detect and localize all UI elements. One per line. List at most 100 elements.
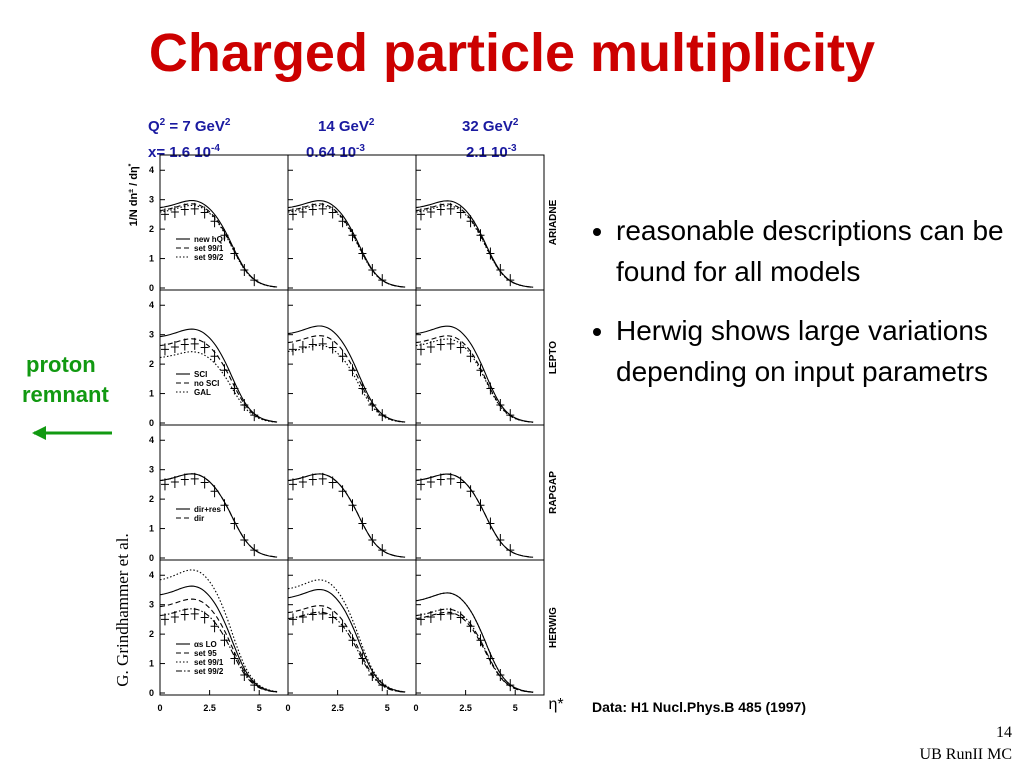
data-cross xyxy=(496,533,505,546)
data-cross xyxy=(426,206,435,219)
curve xyxy=(287,579,406,693)
data-cross xyxy=(328,611,337,624)
data-cross xyxy=(288,478,297,491)
legend-label: no SCI xyxy=(194,379,219,388)
data-cross xyxy=(220,229,229,242)
data-cross xyxy=(496,398,505,411)
curve xyxy=(159,338,278,423)
data-cross xyxy=(240,263,249,276)
data-cross xyxy=(416,478,425,491)
data-cross xyxy=(298,611,307,624)
curve xyxy=(415,473,534,558)
credit: G. Grindhammer et al. xyxy=(113,533,132,686)
y-tick-label: 0 xyxy=(149,553,154,563)
curve xyxy=(159,328,278,423)
data-cross xyxy=(318,607,327,620)
data-cross xyxy=(368,533,377,546)
data-cross xyxy=(466,485,475,498)
text: 14 GeV xyxy=(318,118,369,135)
bullet-list: reasonable descriptions can be found for… xyxy=(586,210,1024,410)
curve xyxy=(415,611,534,693)
data-cross xyxy=(240,533,249,546)
data-cross xyxy=(446,472,455,485)
panel xyxy=(287,289,417,426)
curve xyxy=(159,569,278,693)
data-cross xyxy=(348,499,357,512)
data-cross xyxy=(250,274,259,287)
data-cross xyxy=(170,206,179,219)
model-label: HERWIG xyxy=(548,607,559,648)
curve xyxy=(159,473,278,558)
curve xyxy=(159,473,278,558)
curve xyxy=(415,338,534,423)
y-tick-label: 4 xyxy=(149,300,154,310)
data-cross xyxy=(308,203,317,216)
bullet: reasonable descriptions can be found for… xyxy=(616,210,1024,292)
data-cross xyxy=(230,652,239,665)
data-cross xyxy=(476,634,485,647)
x-tick-label: 0 xyxy=(285,703,290,713)
data-cross xyxy=(160,613,169,626)
data-cross xyxy=(250,679,259,692)
text: 0.64 10 xyxy=(306,144,357,161)
data-cross xyxy=(378,409,387,422)
curve xyxy=(415,200,534,288)
y-tick-label: 2 xyxy=(149,629,154,639)
data-cross xyxy=(220,364,229,377)
y-tick-label: 2 xyxy=(149,359,154,369)
data-cross xyxy=(298,341,307,354)
data-cross xyxy=(446,202,455,215)
data-cross xyxy=(358,382,367,395)
text: 2 xyxy=(368,117,375,128)
data-cross xyxy=(338,350,347,363)
text: 2 xyxy=(159,117,166,128)
data-cross xyxy=(456,206,465,219)
data-cross xyxy=(210,485,219,498)
y-tick-label: 4 xyxy=(149,165,154,175)
data-cross xyxy=(496,263,505,276)
data-cross xyxy=(200,341,209,354)
legend-label: set 99/2 xyxy=(194,667,224,676)
y-tick-label: 2 xyxy=(149,494,154,504)
page-number: 14 xyxy=(996,724,1012,741)
data-cross xyxy=(456,341,465,354)
data-cross xyxy=(506,409,515,422)
data-cross xyxy=(250,544,259,557)
x-tick-label: 2.5 xyxy=(459,703,472,713)
data-cross xyxy=(170,476,179,489)
curve xyxy=(415,205,534,288)
data-cross xyxy=(180,473,189,486)
text: x= 1.6 10 xyxy=(148,144,211,161)
text: 2 xyxy=(512,117,519,128)
data-cross xyxy=(338,620,347,633)
model-label: ARIADNE xyxy=(548,199,559,245)
data-cross xyxy=(200,206,209,219)
x-axis-label: η* xyxy=(548,696,563,713)
data-cross xyxy=(446,337,455,350)
data-cross xyxy=(476,229,485,242)
data-cross xyxy=(308,608,317,621)
data-cross xyxy=(210,620,219,633)
column-header: Q2 = 7 GeV2 x= 1.6 10-4 xyxy=(148,112,230,164)
curve xyxy=(415,592,534,693)
data-cross xyxy=(436,203,445,216)
y-tick-label: 1 xyxy=(149,254,154,264)
text: -3 xyxy=(507,143,517,154)
arrow-head xyxy=(32,426,46,440)
panel xyxy=(415,154,545,291)
data-cross xyxy=(298,476,307,489)
data-cross xyxy=(170,611,179,624)
data-cross xyxy=(486,517,495,530)
model-label: LEPTO xyxy=(548,341,559,374)
data-cross xyxy=(348,634,357,647)
text: -3 xyxy=(356,143,365,154)
data-cross xyxy=(318,472,327,485)
data-cross xyxy=(436,608,445,621)
y-tick-label: 0 xyxy=(149,688,154,698)
data-cross xyxy=(426,476,435,489)
x-tick-label: 5 xyxy=(385,703,390,713)
y-tick-label: 4 xyxy=(149,570,154,580)
slide-title: Charged particle multiplicity xyxy=(148,23,876,83)
